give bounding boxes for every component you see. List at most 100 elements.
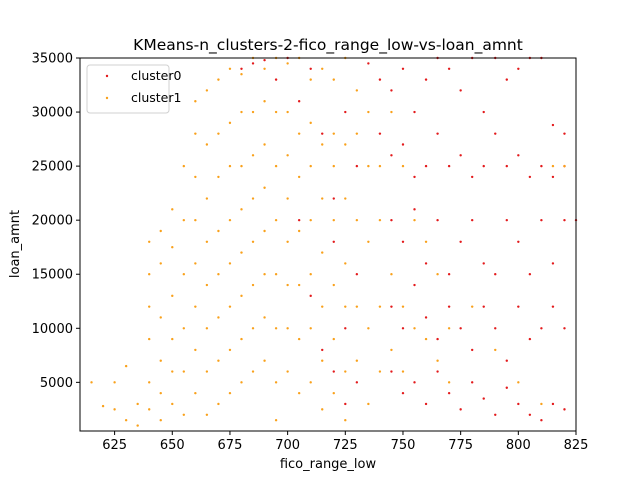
data-point-cluster1	[240, 110, 243, 114]
data-point-cluster0	[424, 316, 428, 319]
data-point-cluster1	[401, 305, 405, 308]
data-point-cluster0	[424, 164, 428, 168]
data-point-cluster0	[447, 273, 451, 276]
data-point-cluster1	[355, 305, 359, 308]
data-point-cluster0	[309, 294, 312, 298]
data-point-cluster0	[528, 273, 532, 276]
y-tick-label: 5000	[40, 376, 73, 391]
data-point-cluster1	[321, 251, 324, 254]
data-point-cluster1	[171, 402, 174, 406]
data-point-cluster1	[286, 62, 289, 65]
data-point-cluster0	[436, 218, 439, 222]
data-point-cluster1	[159, 359, 162, 362]
data-point-cluster1	[297, 229, 301, 233]
legend-label-cluster0: cluster0	[131, 68, 182, 83]
data-point-cluster1	[332, 337, 335, 341]
data-point-cluster1	[378, 305, 382, 308]
data-point-cluster1	[251, 370, 255, 373]
data-point-cluster1	[182, 273, 186, 276]
data-point-cluster1	[344, 370, 347, 373]
data-point-cluster1	[124, 364, 128, 368]
data-point-cluster1	[182, 413, 186, 416]
data-point-cluster1	[309, 381, 312, 384]
data-point-cluster1	[401, 164, 405, 168]
data-point-cluster1	[159, 391, 162, 395]
data-point-cluster1	[263, 67, 266, 71]
data-point-cluster1	[263, 143, 266, 146]
data-point-cluster1	[321, 305, 324, 308]
data-point-cluster0	[344, 110, 347, 114]
data-point-cluster0	[563, 327, 566, 330]
data-point-cluster1	[217, 132, 220, 135]
data-point-cluster0	[563, 408, 566, 411]
data-point-cluster1	[263, 273, 266, 276]
data-point-cluster0	[517, 154, 520, 157]
data-point-cluster1	[436, 359, 439, 362]
data-point-cluster1	[205, 143, 209, 146]
data-point-cluster0	[470, 218, 474, 222]
data-point-cluster1	[274, 164, 278, 168]
data-point-cluster0	[447, 164, 451, 168]
data-point-cluster1	[286, 197, 289, 200]
data-point-cluster1	[286, 154, 289, 157]
data-point-cluster1	[367, 164, 370, 168]
data-point-cluster1	[194, 262, 197, 265]
data-point-cluster1	[332, 78, 335, 81]
data-point-cluster1	[274, 418, 278, 422]
data-point-cluster0	[436, 337, 439, 341]
data-point-cluster0	[309, 67, 312, 71]
x-tick-label: 700	[275, 438, 300, 453]
data-point-cluster1	[344, 143, 347, 146]
data-point-cluster1	[274, 273, 278, 276]
data-point-cluster1	[228, 305, 232, 308]
data-point-cluster0	[274, 78, 278, 81]
data-point-cluster1	[274, 218, 278, 222]
data-point-cluster1	[148, 240, 151, 243]
data-point-cluster1	[182, 164, 186, 168]
data-point-cluster1	[517, 381, 520, 384]
data-point-cluster1	[413, 327, 416, 330]
data-point-cluster1	[228, 218, 232, 222]
data-point-cluster1	[401, 370, 405, 373]
x-tick-label: 775	[448, 438, 473, 453]
data-point-cluster0	[494, 273, 497, 276]
data-point-cluster1	[332, 391, 335, 395]
data-point-cluster0	[321, 348, 324, 352]
data-point-cluster1	[321, 359, 324, 362]
data-point-cluster0	[482, 110, 485, 114]
x-tick-label: 825	[564, 438, 589, 453]
data-point-cluster1	[148, 305, 151, 308]
data-point-cluster0	[413, 381, 416, 384]
data-point-cluster1	[205, 370, 209, 373]
data-point-cluster1	[228, 348, 232, 352]
data-point-cluster1	[194, 348, 197, 352]
data-point-cluster1	[309, 218, 312, 222]
data-points	[90, 56, 578, 427]
data-point-cluster1	[332, 132, 335, 135]
data-point-cluster0	[551, 402, 555, 406]
data-point-cluster0	[263, 58, 266, 62]
data-point-cluster1	[171, 294, 174, 298]
data-point-cluster1	[344, 197, 347, 200]
data-point-cluster1	[309, 164, 312, 168]
data-point-cluster1	[194, 175, 197, 179]
data-point-cluster1	[413, 218, 416, 222]
data-point-cluster1	[90, 381, 93, 384]
data-point-cluster1	[344, 262, 347, 265]
data-point-cluster0	[355, 381, 359, 384]
data-point-cluster0	[436, 370, 439, 373]
data-point-cluster1	[367, 240, 370, 243]
data-point-cluster0	[367, 62, 370, 65]
data-point-cluster0	[505, 386, 508, 389]
data-point-cluster1	[367, 327, 370, 330]
data-point-cluster1	[159, 316, 162, 319]
data-point-cluster1	[194, 305, 197, 308]
x-tick-label: 675	[218, 438, 243, 453]
data-point-cluster1	[332, 283, 335, 287]
data-point-cluster0	[494, 132, 497, 135]
data-point-cluster1	[274, 381, 278, 384]
data-point-cluster1	[274, 110, 278, 114]
x-axis-ticks: 625 650 675 700 725 750 775 800 825	[102, 431, 588, 453]
data-point-cluster0	[482, 164, 485, 168]
data-point-cluster1	[286, 283, 289, 287]
